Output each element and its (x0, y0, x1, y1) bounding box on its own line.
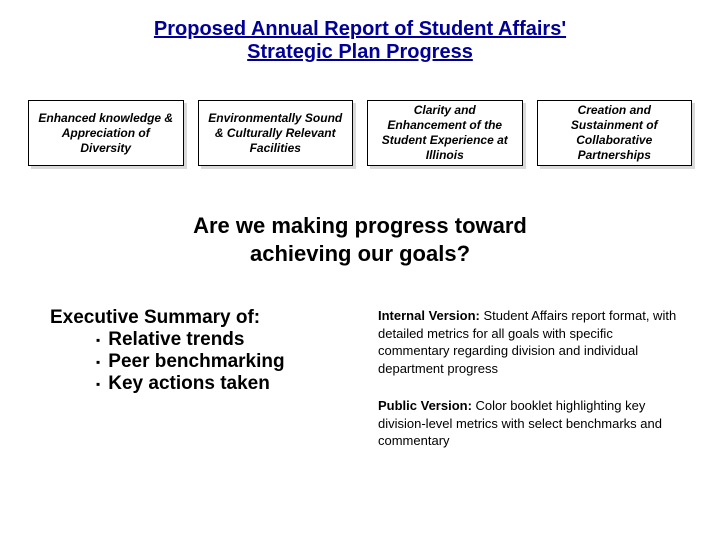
internal-version-para: Internal Version: Student Affairs report… (378, 307, 684, 377)
goal-boxes-row: Enhanced knowledge & Appreciation of Div… (0, 74, 720, 166)
goal-box-facilities: Environmentally Sound & Culturally Relev… (198, 100, 354, 166)
goal-box-diversity: Enhanced knowledge & Appreciation of Div… (28, 100, 184, 166)
question-line-1: Are we making progress toward (0, 212, 720, 240)
exec-item-trends: Relative trends (96, 329, 350, 351)
progress-question: Are we making progress toward achieving … (0, 212, 720, 267)
goal-box-partnerships: Creation and Sustainment of Collaborativ… (537, 100, 693, 166)
goal-box-experience: Clarity and Enhancement of the Student E… (367, 100, 523, 166)
question-line-2: achieving our goals? (0, 240, 720, 268)
public-version-para: Public Version: Color booklet highlighti… (378, 397, 684, 450)
title-line-2: Strategic Plan Progress (247, 41, 473, 64)
title-line-1: Proposed Annual Report of Student Affair… (154, 18, 566, 41)
versions-column: Internal Version: Student Affairs report… (378, 307, 684, 470)
public-version-label: Public Version: (378, 398, 472, 413)
executive-summary-column: Executive Summary of: Relative trends Pe… (50, 307, 350, 470)
page-title-block: Proposed Annual Report of Student Affair… (0, 0, 720, 74)
exec-summary-heading: Executive Summary of: (50, 307, 350, 329)
exec-summary-list: Relative trends Peer benchmarking Key ac… (50, 329, 350, 395)
exec-item-actions: Key actions taken (96, 373, 350, 395)
exec-item-benchmarking: Peer benchmarking (96, 351, 350, 373)
internal-version-label: Internal Version: (378, 308, 480, 323)
lower-content-row: Executive Summary of: Relative trends Pe… (0, 267, 720, 470)
